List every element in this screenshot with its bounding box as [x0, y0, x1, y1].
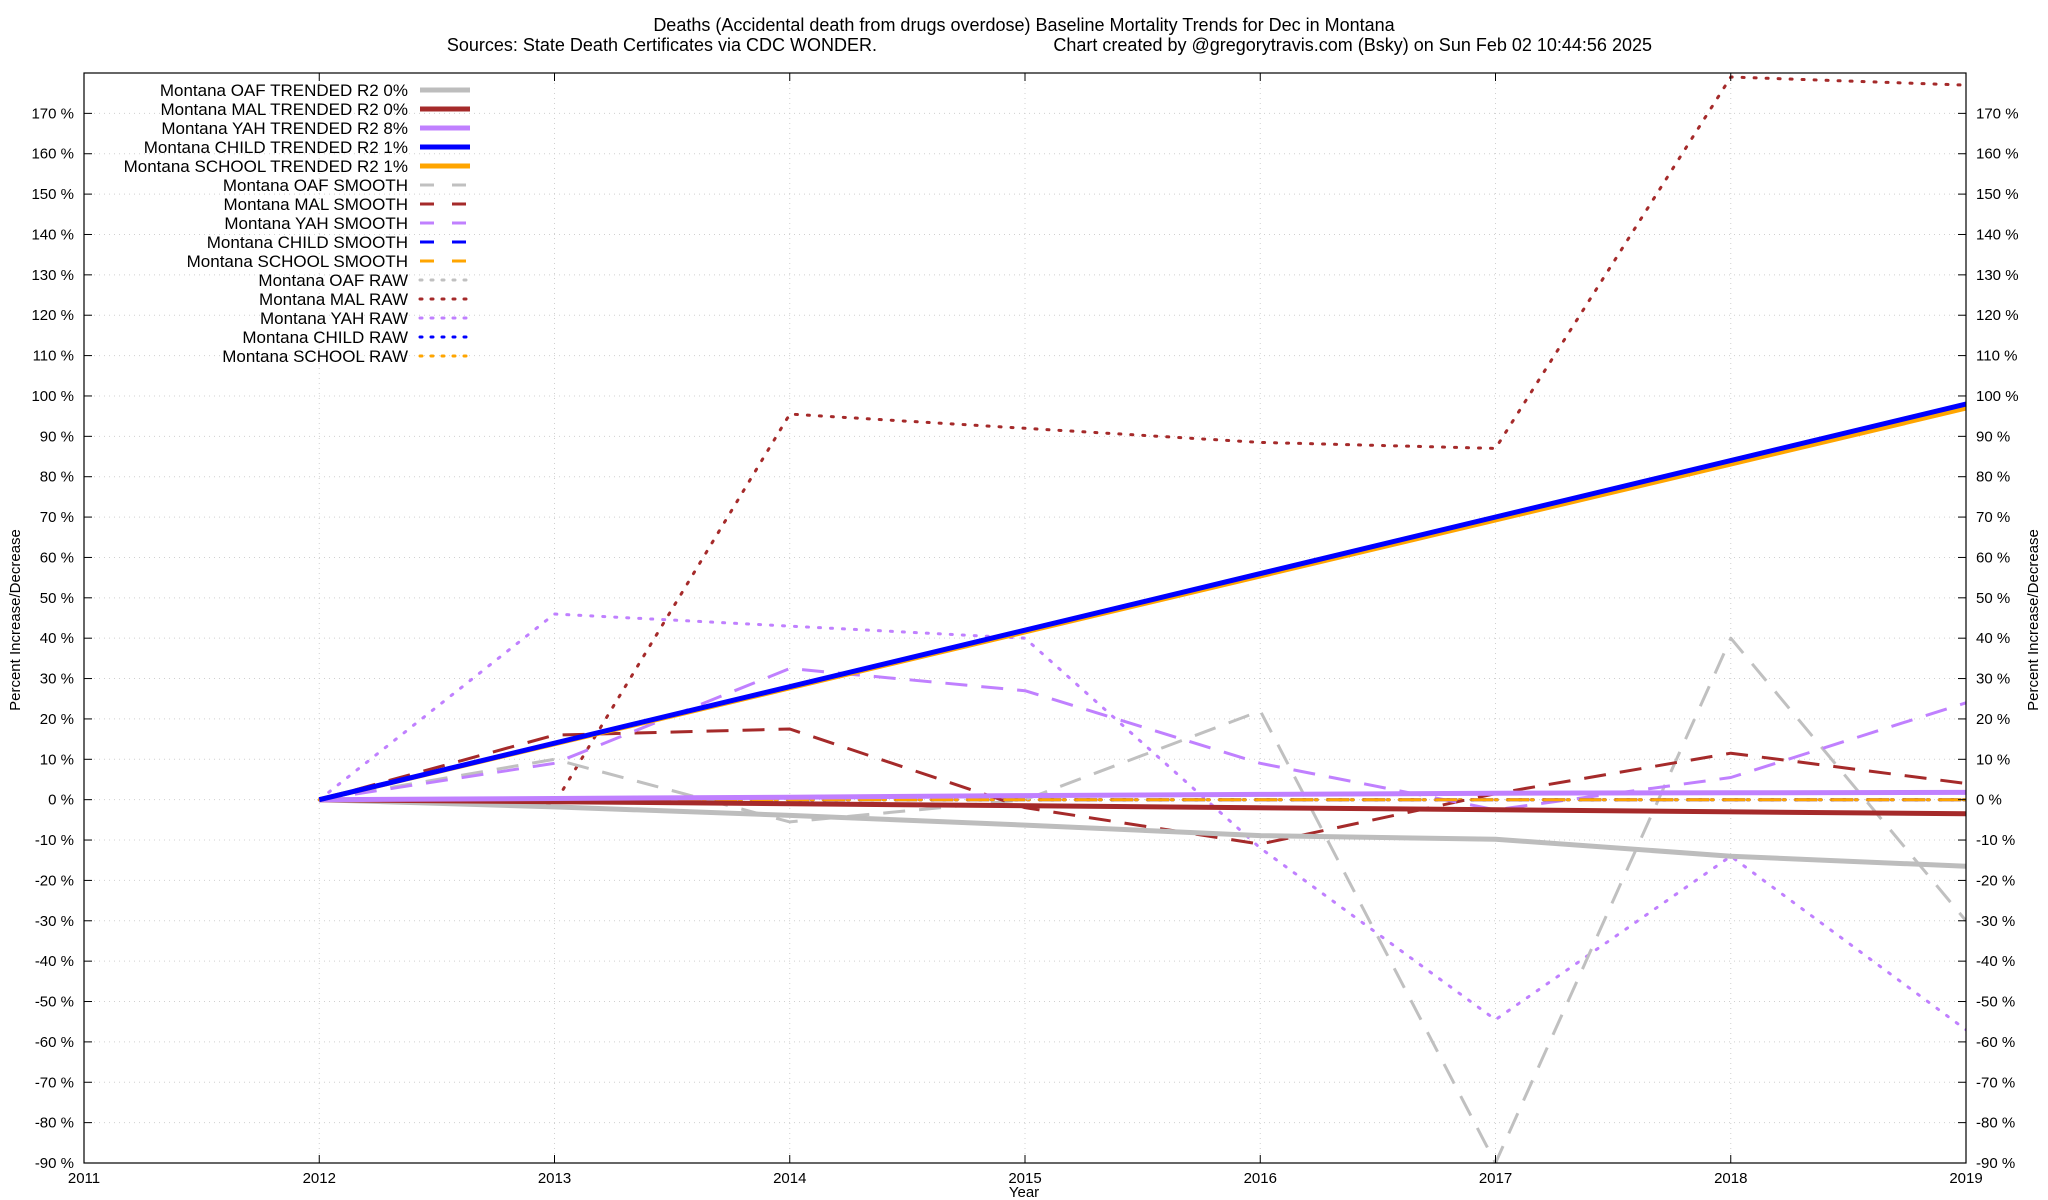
chart-subtitle-credit: Chart created by @gregorytravis.com (Bsk… [1053, 35, 1652, 55]
x-tick-label: 2016 [1244, 1170, 1277, 1187]
y-tick-label-left: 150 % [31, 186, 74, 203]
y-tick-label-left: 90 % [40, 428, 74, 445]
x-tick-label: 2015 [1008, 1170, 1041, 1187]
legend-label: Montana OAF TRENDED R2 0% [160, 81, 408, 100]
y-tick-label-left: -60 % [35, 1034, 74, 1051]
legend-label: Montana CHILD SMOOTH [207, 233, 408, 252]
series-line-5 [319, 636, 1966, 1163]
y-tick-label-right: -40 % [1976, 953, 2015, 970]
y-tick-label-left: -50 % [35, 994, 74, 1011]
series-line-6 [318, 727, 1966, 846]
legend-label: Montana SCHOOL RAW [222, 347, 408, 366]
y-tick-label-left: -20 % [35, 872, 74, 889]
y-tick-label-right: -50 % [1976, 994, 2015, 1011]
y-tick-label-right: 60 % [1976, 549, 2010, 566]
y-tick-label-left: 20 % [40, 711, 74, 728]
legend-label: Montana SCHOOL TRENDED R2 1% [124, 157, 408, 176]
series-line-11 [317, 75, 1966, 806]
legend-label: Montana YAH RAW [260, 309, 408, 328]
x-tick-label: 2017 [1479, 1170, 1512, 1187]
y-tick-label-right: 40 % [1976, 630, 2010, 647]
y-tick-label-right: 50 % [1976, 590, 2010, 607]
y-tick-label-left: 60 % [40, 549, 74, 566]
y-tick-label-right: -60 % [1976, 1034, 2015, 1051]
series-line-1 [319, 797, 1966, 817]
y-tick-label-left: 120 % [31, 307, 74, 324]
y-tick-label-right: -90 % [1976, 1155, 2015, 1172]
x-tick-label: 2018 [1714, 1170, 1747, 1187]
x-tick-label: 2012 [303, 1170, 336, 1187]
y-tick-label-right: 110 % [1976, 348, 2017, 365]
legend-label: Montana MAL SMOOTH [223, 195, 408, 214]
y-tick-label-left: 50 % [40, 590, 74, 607]
y-tick-label-right: 70 % [1976, 509, 2010, 526]
y-tick-label-left: 10 % [40, 751, 74, 768]
y-tick-label-right: 120 % [1976, 307, 2019, 324]
y-tick-label-left: -30 % [35, 913, 74, 930]
legend-label: Montana CHILD TRENDED R2 1% [144, 138, 408, 157]
x-axis-label: Year [1009, 1184, 1039, 1200]
legend-label: Montana YAH SMOOTH [224, 214, 408, 233]
y-tick-label-right: 20 % [1976, 711, 2010, 728]
y-tick-label-left: 130 % [31, 267, 74, 284]
x-tick-label: 2019 [1949, 1170, 1982, 1187]
y-axis-label-left: Percent Increase/Decrease [7, 529, 24, 711]
legend: Montana OAF TRENDED R2 0%Montana MAL TRE… [124, 81, 472, 366]
legend-label: Montana MAL TRENDED R2 0% [160, 100, 408, 119]
x-tick-label: 2011 [68, 1170, 100, 1187]
y-tick-label-right: -70 % [1976, 1074, 2015, 1091]
y-tick-label-left: -40 % [35, 953, 74, 970]
series-line-12 [317, 612, 1966, 1032]
y-tick-label-left: 0 % [48, 792, 74, 809]
y-tick-label-left: -10 % [35, 832, 74, 849]
y-tick-label-right: -10 % [1976, 832, 2015, 849]
y-tick-label-right: 100 % [1976, 388, 2019, 405]
y-tick-label-right: 160 % [1976, 146, 2019, 163]
y-tick-label-left: 110 % [33, 348, 74, 365]
y-tick-label-right: 90 % [1976, 428, 2010, 445]
y-tick-label-left: 30 % [40, 671, 74, 688]
y-tick-label-right: 140 % [1976, 226, 2019, 243]
chart-title: Deaths (Accidental death from drugs over… [653, 15, 1395, 35]
series-line-7 [319, 667, 1966, 812]
y-tick-label-left: 160 % [31, 146, 74, 163]
legend-label: Montana MAL RAW [259, 290, 408, 309]
y-tick-label-left: -90 % [35, 1155, 74, 1172]
y-tick-label-right: 0 % [1976, 792, 2002, 809]
axis-ticks: -90 % -90 % -80 % -80 % -70 % -70 % -60 % -60 %… [31, 73, 2019, 1187]
y-axis-label-right: Percent Increase/Decrease [2025, 529, 2042, 711]
y-tick-label-right: 150 % [1976, 186, 2019, 203]
y-tick-label-left: 170 % [31, 105, 74, 122]
y-tick-label-left: -70 % [35, 1074, 74, 1091]
y-tick-label-left: 70 % [40, 509, 74, 526]
y-tick-label-right: -20 % [1976, 872, 2015, 889]
legend-label: Montana CHILD RAW [242, 328, 408, 347]
y-tick-label-right: 130 % [1976, 267, 2019, 284]
plot-series [317, 75, 1966, 1163]
x-tick-label: 2013 [538, 1170, 571, 1187]
y-tick-label-left: 40 % [40, 630, 74, 647]
y-tick-label-left: 80 % [40, 469, 74, 486]
y-tick-label-left: 100 % [31, 388, 74, 405]
y-tick-label-right: -80 % [1976, 1115, 2015, 1132]
y-tick-label-right: 10 % [1976, 751, 2010, 768]
x-tick-label: 2014 [773, 1170, 806, 1187]
y-tick-label-right: 80 % [1976, 469, 2010, 486]
series-line-0 [319, 797, 1966, 869]
legend-label: Montana YAH TRENDED R2 8% [161, 119, 408, 138]
legend-label: Montana SCHOOL SMOOTH [187, 252, 408, 271]
y-tick-label-right: -30 % [1976, 913, 2015, 930]
y-tick-label-right: 30 % [1976, 671, 2010, 688]
series-line-3 [318, 401, 1966, 803]
y-tick-label-right: 170 % [1976, 105, 2019, 122]
series-line-2 [319, 789, 1966, 803]
chart-subtitle-source: Sources: State Death Certificates via CD… [447, 35, 877, 55]
y-tick-label-left: 140 % [31, 226, 74, 243]
y-tick-label-left: -80 % [35, 1115, 74, 1132]
legend-label: Montana OAF RAW [258, 271, 408, 290]
legend-label: Montana OAF SMOOTH [223, 176, 408, 195]
